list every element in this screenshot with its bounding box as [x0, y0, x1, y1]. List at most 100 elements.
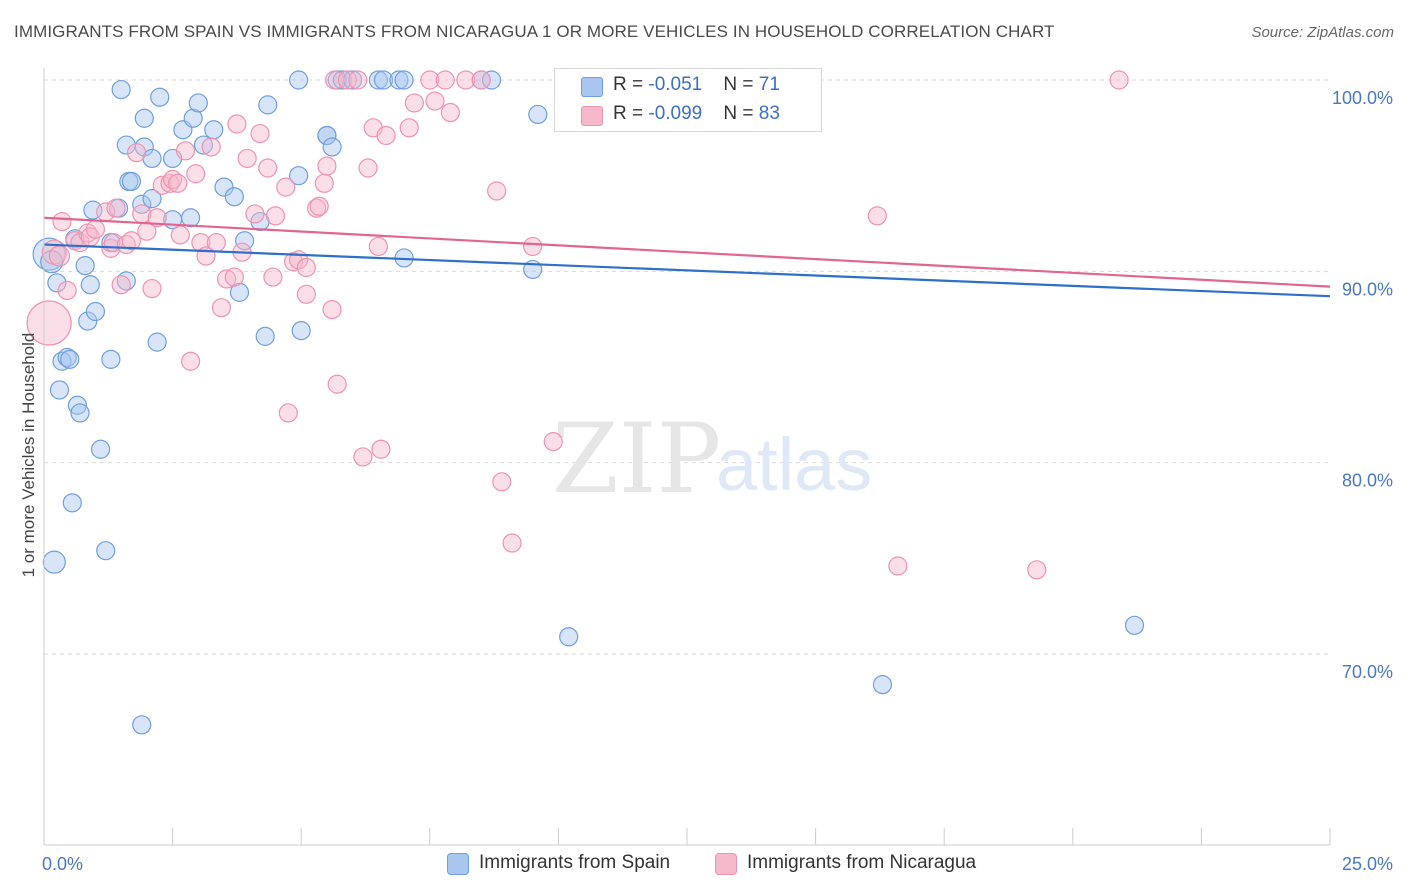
- point-nicaragua: [152, 175, 172, 195]
- point-nicaragua: [371, 439, 391, 459]
- point-nicaragua: [502, 533, 522, 553]
- point-nicaragua: [278, 403, 298, 423]
- point-spain: [85, 301, 106, 322]
- point-nicaragua: [543, 432, 563, 452]
- source-credit: Source: ZipAtlas.com: [1251, 24, 1394, 41]
- point-nicaragua: [456, 70, 476, 90]
- legend-swatch-spain: [581, 77, 603, 97]
- point-spain: [116, 271, 136, 291]
- point-nicaragua: [296, 257, 316, 278]
- point-spain: [332, 70, 352, 90]
- point-spain: [291, 321, 311, 341]
- point-nicaragua: [358, 158, 378, 178]
- point-nicaragua: [353, 447, 373, 467]
- watermark-zip: ZIP: [552, 403, 721, 515]
- legend-text-spain: R = -0.051 N = 71: [613, 74, 780, 96]
- point-spain: [96, 541, 116, 561]
- grid-layer: [44, 79, 1330, 655]
- point-nicaragua: [250, 123, 270, 144]
- point-nicaragua: [487, 181, 507, 201]
- point-nicaragua: [348, 70, 368, 90]
- point-spain: [132, 715, 152, 735]
- legend-n-value-nicaragua: 83: [758, 103, 780, 124]
- x-tick-label: 0.0%: [42, 854, 83, 874]
- point-spain: [70, 403, 90, 423]
- point-spain: [111, 79, 131, 100]
- legend-r-label: R =: [613, 74, 649, 95]
- series-label-nicaragua: Immigrants from Nicaragua: [747, 852, 977, 873]
- point-spain: [235, 231, 255, 251]
- point-spain: [224, 187, 244, 207]
- point-nicaragua: [399, 118, 419, 138]
- trend-line-nicaragua: [43, 216, 1331, 288]
- point-nicaragua: [867, 206, 887, 226]
- point-spain: [142, 189, 162, 209]
- point-spain: [229, 282, 250, 302]
- point-nicaragua: [276, 177, 296, 197]
- point-nicaragua: [121, 231, 142, 251]
- legend-n-label: N =: [723, 74, 759, 95]
- point-spain: [42, 550, 66, 574]
- point-nicaragua: [142, 278, 162, 299]
- point-spain: [80, 275, 100, 295]
- point-nicaragua: [376, 125, 396, 146]
- point-spain: [1124, 615, 1145, 635]
- point-spain: [47, 273, 67, 293]
- point-spain: [368, 70, 388, 90]
- point-nicaragua: [317, 156, 337, 176]
- point-nicaragua: [337, 70, 358, 90]
- point-nicaragua: [888, 556, 908, 576]
- trend-line-spain: [43, 243, 1331, 298]
- points-layer: [26, 70, 1145, 735]
- y-tick-label: 70.0%: [1342, 662, 1393, 682]
- series-swatch-spain: [447, 853, 469, 875]
- point-spain: [322, 137, 342, 157]
- point-nicaragua: [201, 137, 221, 157]
- legend-r-value-spain: -0.051: [648, 74, 703, 95]
- point-nicaragua: [168, 173, 188, 193]
- point-nicaragua: [211, 298, 232, 318]
- series-swatch-nicaragua: [715, 853, 737, 875]
- point-nicaragua: [425, 91, 445, 111]
- point-spain: [75, 255, 95, 276]
- point-nicaragua: [265, 206, 286, 226]
- point-nicaragua: [1109, 70, 1129, 90]
- point-spain: [394, 70, 414, 90]
- y-axis-label: 1 or more Vehicles in Household: [19, 333, 38, 578]
- point-spain: [289, 166, 309, 186]
- point-spain: [52, 351, 72, 371]
- legend-n-value-spain: 71: [758, 74, 780, 95]
- point-nicaragua: [217, 269, 237, 289]
- point-nicaragua: [471, 70, 491, 90]
- correlation-legend: R = -0.051 N = 71 R = -0.099 N = 83: [554, 68, 822, 132]
- point-spain: [90, 439, 111, 459]
- point-nicaragua: [206, 233, 226, 253]
- point-spain: [214, 177, 234, 197]
- point-spain: [101, 349, 121, 369]
- point-spain: [134, 108, 154, 128]
- point-spain: [60, 349, 80, 369]
- point-nicaragua: [111, 275, 131, 295]
- point-nicaragua: [126, 143, 147, 163]
- point-spain: [150, 87, 170, 107]
- point-nicaragua: [175, 141, 196, 161]
- legend-n-label: N =: [723, 103, 759, 124]
- legend-text-nicaragua: R = -0.099 N = 83: [613, 103, 780, 125]
- series-label-spain: Immigrants from Spain: [479, 852, 671, 873]
- point-spain: [121, 171, 142, 192]
- point-nicaragua: [263, 267, 283, 287]
- point-nicaragua: [322, 300, 342, 320]
- point-nicaragua: [181, 351, 201, 371]
- point-nicaragua: [48, 245, 71, 267]
- point-nicaragua: [224, 267, 244, 287]
- point-nicaragua: [492, 472, 512, 492]
- point-nicaragua: [420, 70, 440, 90]
- point-nicaragua: [435, 70, 455, 90]
- point-nicaragua: [1027, 560, 1047, 580]
- point-nicaragua: [170, 225, 190, 245]
- point-spain: [183, 108, 203, 128]
- point-spain: [389, 70, 409, 90]
- point-spain: [289, 70, 309, 90]
- point-spain: [67, 395, 88, 415]
- x-tick-label: 25.0%: [1342, 854, 1393, 874]
